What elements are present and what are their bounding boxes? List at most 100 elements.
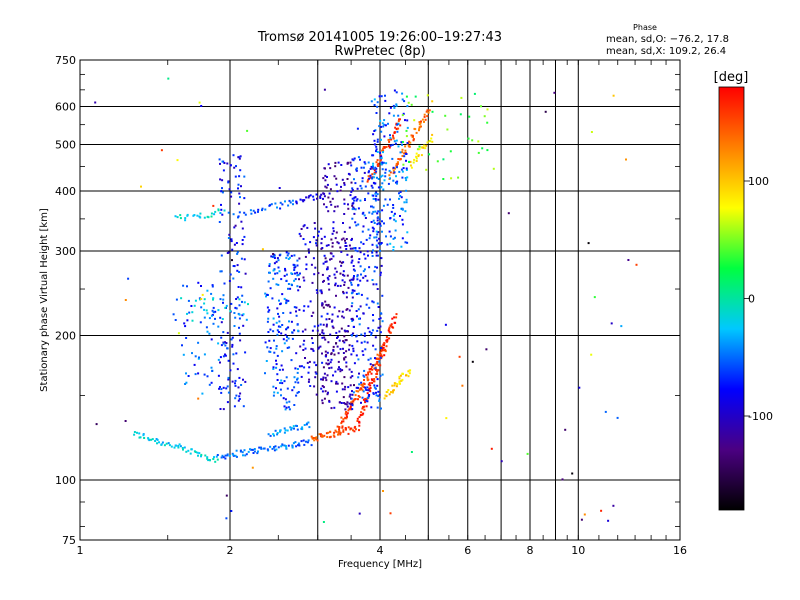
data-point: [276, 432, 279, 434]
data-point: [243, 301, 246, 304]
data-point: [392, 166, 395, 169]
data-point: [388, 230, 391, 233]
data-point: [370, 184, 373, 187]
data-point: [238, 326, 240, 329]
data-point: [366, 341, 369, 344]
data-point: [376, 378, 379, 381]
data-point: [279, 207, 282, 210]
data-point: [393, 171, 396, 174]
data-point: [363, 332, 366, 335]
data-point: [296, 391, 299, 394]
data-point: [402, 112, 405, 115]
data-point: [273, 257, 276, 259]
data-point: [376, 239, 379, 242]
data-point: [182, 448, 184, 451]
data-point: [393, 218, 396, 221]
data-point: [240, 286, 243, 289]
data-point: [237, 183, 240, 186]
data-point: [354, 221, 357, 224]
data-point: [378, 393, 381, 396]
data-point: [366, 386, 369, 389]
data-point: [367, 378, 370, 381]
data-point: [357, 398, 359, 401]
data-point: [326, 374, 329, 377]
data-point: [341, 315, 344, 318]
data-point: [273, 391, 276, 394]
data-point: [344, 242, 347, 244]
data-point: [290, 272, 293, 275]
data-point: [227, 237, 230, 239]
data-point: [406, 176, 409, 179]
data-point: [363, 369, 366, 372]
data-point: [140, 185, 142, 188]
data-point: [299, 198, 302, 201]
data-point: [290, 359, 293, 362]
data-point: [334, 205, 337, 208]
data-point: [238, 395, 241, 398]
data-point: [400, 168, 403, 171]
data-point: [353, 199, 356, 202]
data-point: [405, 169, 408, 171]
data-point: [360, 381, 363, 384]
data-point: [275, 359, 277, 362]
data-point: [372, 392, 375, 395]
data-point: [266, 346, 269, 349]
data-point: [323, 235, 326, 238]
data-point: [362, 353, 365, 356]
data-point: [232, 353, 235, 356]
data-point: [388, 169, 391, 172]
data-point: [405, 167, 408, 170]
data-point: [345, 361, 348, 364]
data-point: [239, 155, 242, 158]
data-point: [240, 384, 243, 386]
data-point: [224, 341, 226, 344]
data-point: [387, 329, 390, 332]
data-point: [389, 138, 392, 141]
data-point: [305, 263, 308, 266]
data-point: [239, 339, 242, 342]
data-point: [343, 358, 346, 361]
data-point: [221, 160, 224, 163]
data-point: [480, 105, 482, 108]
data-point: [378, 398, 381, 401]
data-point: [406, 126, 409, 129]
data-point: [400, 245, 403, 248]
data-point: [319, 197, 322, 199]
data-point: [353, 362, 356, 365]
data-point: [386, 203, 389, 206]
data-point: [427, 111, 430, 114]
data-point: [342, 340, 345, 343]
data-point: [315, 364, 318, 367]
data-point: [194, 451, 197, 453]
data-point: [364, 348, 367, 351]
data-point: [344, 402, 347, 405]
data-point: [405, 159, 407, 162]
data-point: [374, 199, 377, 202]
data-point: [332, 326, 335, 329]
data-point: [217, 325, 220, 328]
data-point: [236, 368, 239, 371]
data-point: [351, 202, 354, 205]
data-point: [211, 284, 214, 287]
x-tick-label: 16: [673, 544, 687, 557]
data-point: [246, 129, 249, 132]
data-point: [366, 376, 369, 379]
data-point: [233, 226, 236, 229]
data-point: [379, 364, 382, 367]
data-point: [268, 309, 271, 312]
data-point: [319, 195, 322, 198]
data-point: [352, 265, 355, 267]
data-point: [237, 386, 240, 389]
data-point: [199, 216, 202, 219]
y-tick-label: 75: [62, 534, 76, 547]
data-point: [345, 417, 348, 420]
data-point: [300, 365, 303, 368]
data-point: [341, 382, 344, 385]
data-point: [386, 243, 389, 246]
data-point: [444, 323, 447, 326]
data-point: [350, 261, 353, 264]
data-point: [261, 207, 264, 210]
data-point: [240, 257, 243, 260]
data-point: [337, 368, 340, 371]
data-point: [335, 430, 338, 433]
